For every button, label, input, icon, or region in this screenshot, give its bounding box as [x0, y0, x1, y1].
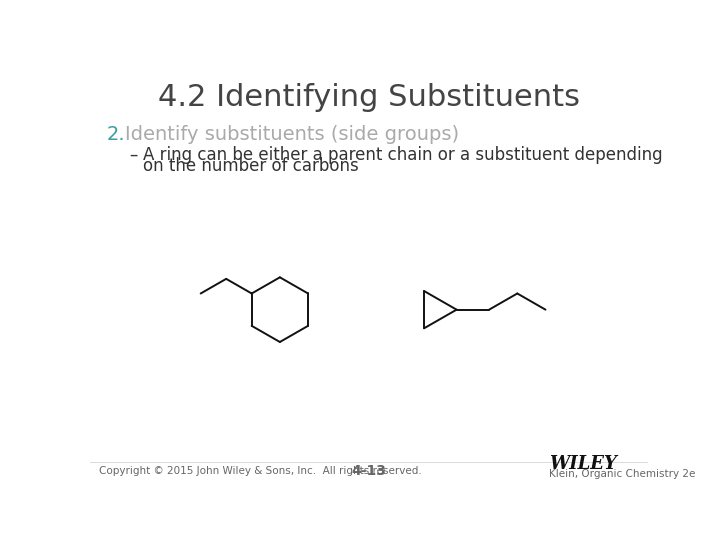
Text: Copyright © 2015 John Wiley & Sons, Inc.  All rights reserved.: Copyright © 2015 John Wiley & Sons, Inc.… [99, 465, 422, 476]
Text: Klein, Organic Chemistry 2e: Klein, Organic Chemistry 2e [549, 469, 696, 478]
Text: 4.2 Identifying Substituents: 4.2 Identifying Substituents [158, 83, 580, 112]
Text: 2.: 2. [107, 125, 126, 144]
Text: on the number of carbons: on the number of carbons [143, 157, 359, 175]
Text: WILEY: WILEY [549, 455, 616, 474]
Text: 4-13: 4-13 [351, 463, 387, 477]
Text: A ring can be either a parent chain or a substituent depending: A ring can be either a parent chain or a… [143, 146, 662, 164]
Text: Identify substituents (side groups): Identify substituents (side groups) [125, 125, 459, 144]
Text: –: – [129, 146, 137, 164]
